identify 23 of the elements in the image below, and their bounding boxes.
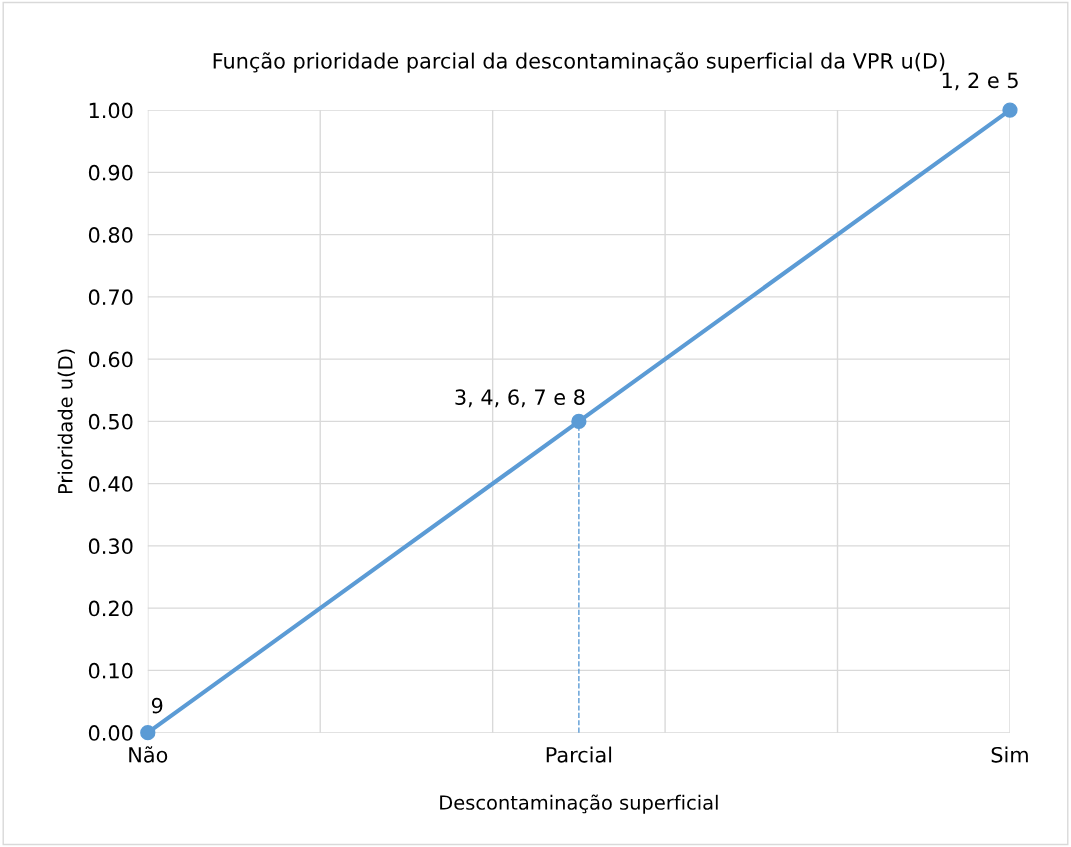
y-tick-label: 0.00 bbox=[88, 725, 133, 741]
y-tick-label: 0.30 bbox=[88, 538, 133, 555]
y-tick-label: 0.20 bbox=[88, 600, 133, 617]
y-tick-label: 0.40 bbox=[88, 476, 133, 492]
point bbox=[1002, 102, 1018, 118]
annotation: 3, 4, 6, 7 e 8 bbox=[455, 389, 585, 408]
y-tick-label: 0.50 bbox=[88, 413, 133, 430]
x-tick-label: Não bbox=[129, 746, 168, 763]
annotation: 1, 2 e 5 bbox=[942, 72, 1018, 91]
x-axis-title: Descontaminação superficial bbox=[440, 794, 718, 814]
y-tick-label: 0.70 bbox=[88, 289, 133, 306]
y-tick-label: 0.90 bbox=[88, 164, 133, 181]
chart-title: Função prioridade parcial da descontaminação superficial da VPR u(D) bbox=[213, 52, 945, 73]
point bbox=[140, 725, 156, 741]
y-tick-label: 1.00 bbox=[89, 102, 133, 119]
y-tick-label: 0.80 bbox=[88, 227, 133, 243]
annotation: 9 bbox=[151, 697, 163, 714]
x-tick-label: Sim bbox=[991, 746, 1028, 763]
y-tick-label: 0.60 bbox=[88, 351, 133, 368]
x-tick-label: Parcial bbox=[546, 746, 612, 763]
y-axis-title: Prioridade u(D) bbox=[57, 349, 75, 494]
point bbox=[571, 413, 587, 430]
y-tick-label: 0.10 bbox=[88, 662, 133, 679]
